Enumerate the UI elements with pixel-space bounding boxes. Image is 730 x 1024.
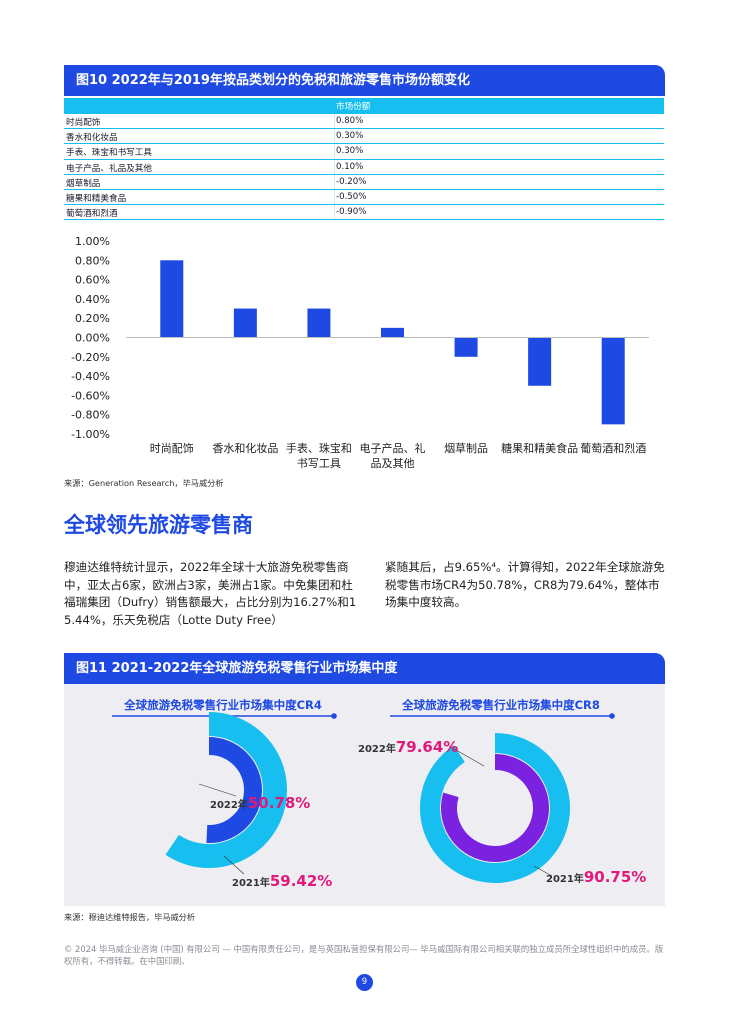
table-row: 电子产品、礼品及其他 0.10%	[64, 159, 664, 175]
cr4-2022-ring	[206, 737, 262, 843]
y-tick-label: -0.80%	[71, 409, 110, 422]
bar-0	[160, 260, 184, 338]
leader-line	[448, 745, 485, 767]
cr8-2021-value: 2021年90.75%	[546, 868, 646, 886]
leader-line	[223, 855, 245, 875]
y-tick-label: -1.00%	[71, 428, 110, 441]
cr4-2021-value: 2021年59.42%	[232, 872, 332, 890]
x-category-label: 香水和化妆品	[212, 441, 278, 455]
table-cell-category: 葡萄酒和烈酒	[66, 209, 118, 220]
body-paragraph-left: 穆迪达维特统计显示，2022年全球十大旅游免税零售商中，亚太占6家，欧洲占3家，…	[64, 560, 357, 627]
leader-line	[533, 865, 553, 877]
x-category-label: 时尚配饰	[150, 441, 194, 455]
y-tick-label: 0.40%	[75, 293, 110, 306]
cr4-2022-value: 2022年50.78%	[210, 794, 310, 812]
figure-10-source: 来源：Generation Research，毕马威分析	[64, 478, 224, 488]
x-category-label: 烟草制品	[444, 441, 488, 455]
cr4-chart-title: 全球旅游免税零售行业市场集中度CR4	[123, 698, 322, 712]
table-cell-category: 手表、珠宝和书写工具	[66, 148, 152, 159]
table-cell-share: -0.20%	[336, 176, 367, 187]
table-cell-share: 0.10%	[336, 161, 364, 172]
table-cell-category: 糖果和精美食品	[66, 193, 127, 204]
underline-dot	[609, 713, 615, 719]
table-row: 香水和化妆品 0.30%	[64, 129, 664, 145]
figure-11-source: 来源：穆迪达维特报告，毕马威分析	[64, 912, 196, 922]
bar-4	[454, 337, 478, 357]
table-cell-category: 烟草制品	[66, 178, 101, 189]
figure-11-title: 图11 2021-2022年全球旅游免税零售行业市场集中度	[64, 653, 665, 684]
y-tick-label: 0.00%	[75, 332, 110, 345]
body-column-right: 紧随其后，占9.65%⁴。计算得知，2022年全球旅游免税零售市场CR4为50.…	[385, 559, 667, 612]
bar-1	[233, 308, 257, 338]
cr8-chart-title: 全球旅游免税零售行业市场集中度CR8	[401, 698, 600, 712]
body-paragraph-right: 紧随其后，占9.65%⁴。计算得知，2022年全球旅游免税零售市场CR4为50.…	[385, 560, 665, 609]
x-category-label: 糖果和精美食品	[501, 441, 578, 455]
x-category-label: 书写工具	[297, 457, 341, 470]
x-category-label: 葡萄酒和烈酒	[580, 441, 646, 455]
table-header-label: 市场份额	[336, 102, 371, 112]
y-tick-label: 0.80%	[75, 254, 110, 267]
table-row: 时尚配饰 0.80%	[64, 114, 664, 130]
table-row: 手表、珠宝和书写工具 0.30%	[64, 144, 664, 160]
cr8-2022-value: 2022年79.64%	[358, 738, 458, 756]
table-cell-share: 0.30%	[336, 146, 364, 157]
bar-5	[528, 337, 552, 386]
x-category-label: 品及其他	[371, 457, 415, 470]
y-tick-label: -0.40%	[71, 370, 110, 383]
share-change-bar-chart: 1.00% 0.80% 0.60% 0.40% 0.20% 0.00% -0.20% -0.4…	[71, 235, 649, 470]
cr8-2022-ring	[441, 754, 549, 862]
x-category-label: 手表、珠宝和	[286, 441, 352, 455]
table-cell-category: 电子产品、礼品及其他	[66, 163, 152, 174]
cr4-2021-ring	[165, 712, 287, 868]
table-cell-share: -0.90%	[336, 207, 367, 218]
bar-3	[381, 327, 404, 338]
concentration-donut-charts: 全球旅游免税零售行业市场集中度CR4 2022年50.78% 2021年59.42%…	[112, 698, 646, 890]
underline-dot	[331, 713, 337, 719]
section-title: 全球领先旅游零售商	[64, 513, 253, 537]
y-tick-label: 0.20%	[75, 312, 110, 325]
y-tick-label: 1.00%	[75, 235, 110, 248]
table-cell-share: 0.80%	[336, 116, 364, 126]
cr8-2021-ring	[420, 733, 570, 883]
body-column-left: 穆迪达维特统计显示，2022年全球十大旅游免税零售商中，亚太占6家，欧洲占3家，…	[64, 559, 359, 629]
table-cell-share: 0.30%	[336, 131, 364, 142]
table-row: 烟草制品 -0.20%	[64, 174, 664, 190]
bar-2	[307, 308, 331, 338]
y-tick-label: -0.20%	[71, 351, 110, 364]
table-cell-category: 时尚配饰	[66, 118, 101, 128]
copyright-footer: © 2024 毕马威企业咨询 (中国) 有限公司 — 中国有限责任公司，是与英国…	[64, 944, 664, 966]
y-tick-label: 0.60%	[75, 274, 110, 287]
table-cell-category: 香水和化妆品	[66, 133, 118, 144]
figure-11-panel: 全球旅游免税零售行业市场集中度CR4 2022年50.78% 2021年59.42%…	[64, 684, 665, 906]
table-row: 糖果和精美食品 -0.50%	[64, 189, 664, 206]
x-category-label: 电子产品、礼	[360, 441, 426, 455]
page-number: 9	[356, 974, 373, 991]
y-tick-label: -0.60%	[71, 389, 110, 402]
leader-line	[198, 783, 237, 797]
market-share-table: 市场份额 时尚配饰 0.80% 香水和化妆品 0.30% 手表、珠宝和书写工具 0.30%…	[64, 98, 664, 221]
bar-6	[601, 337, 625, 425]
figure-10-title: 图10 2022年与2019年按品类划分的免税和旅游零售市场份额变化	[64, 65, 665, 96]
table-cell-share: -0.50%	[336, 191, 367, 202]
table-header-row: 市场份额	[64, 98, 664, 114]
table-row: 葡萄酒和烈酒 -0.90%	[64, 205, 664, 221]
